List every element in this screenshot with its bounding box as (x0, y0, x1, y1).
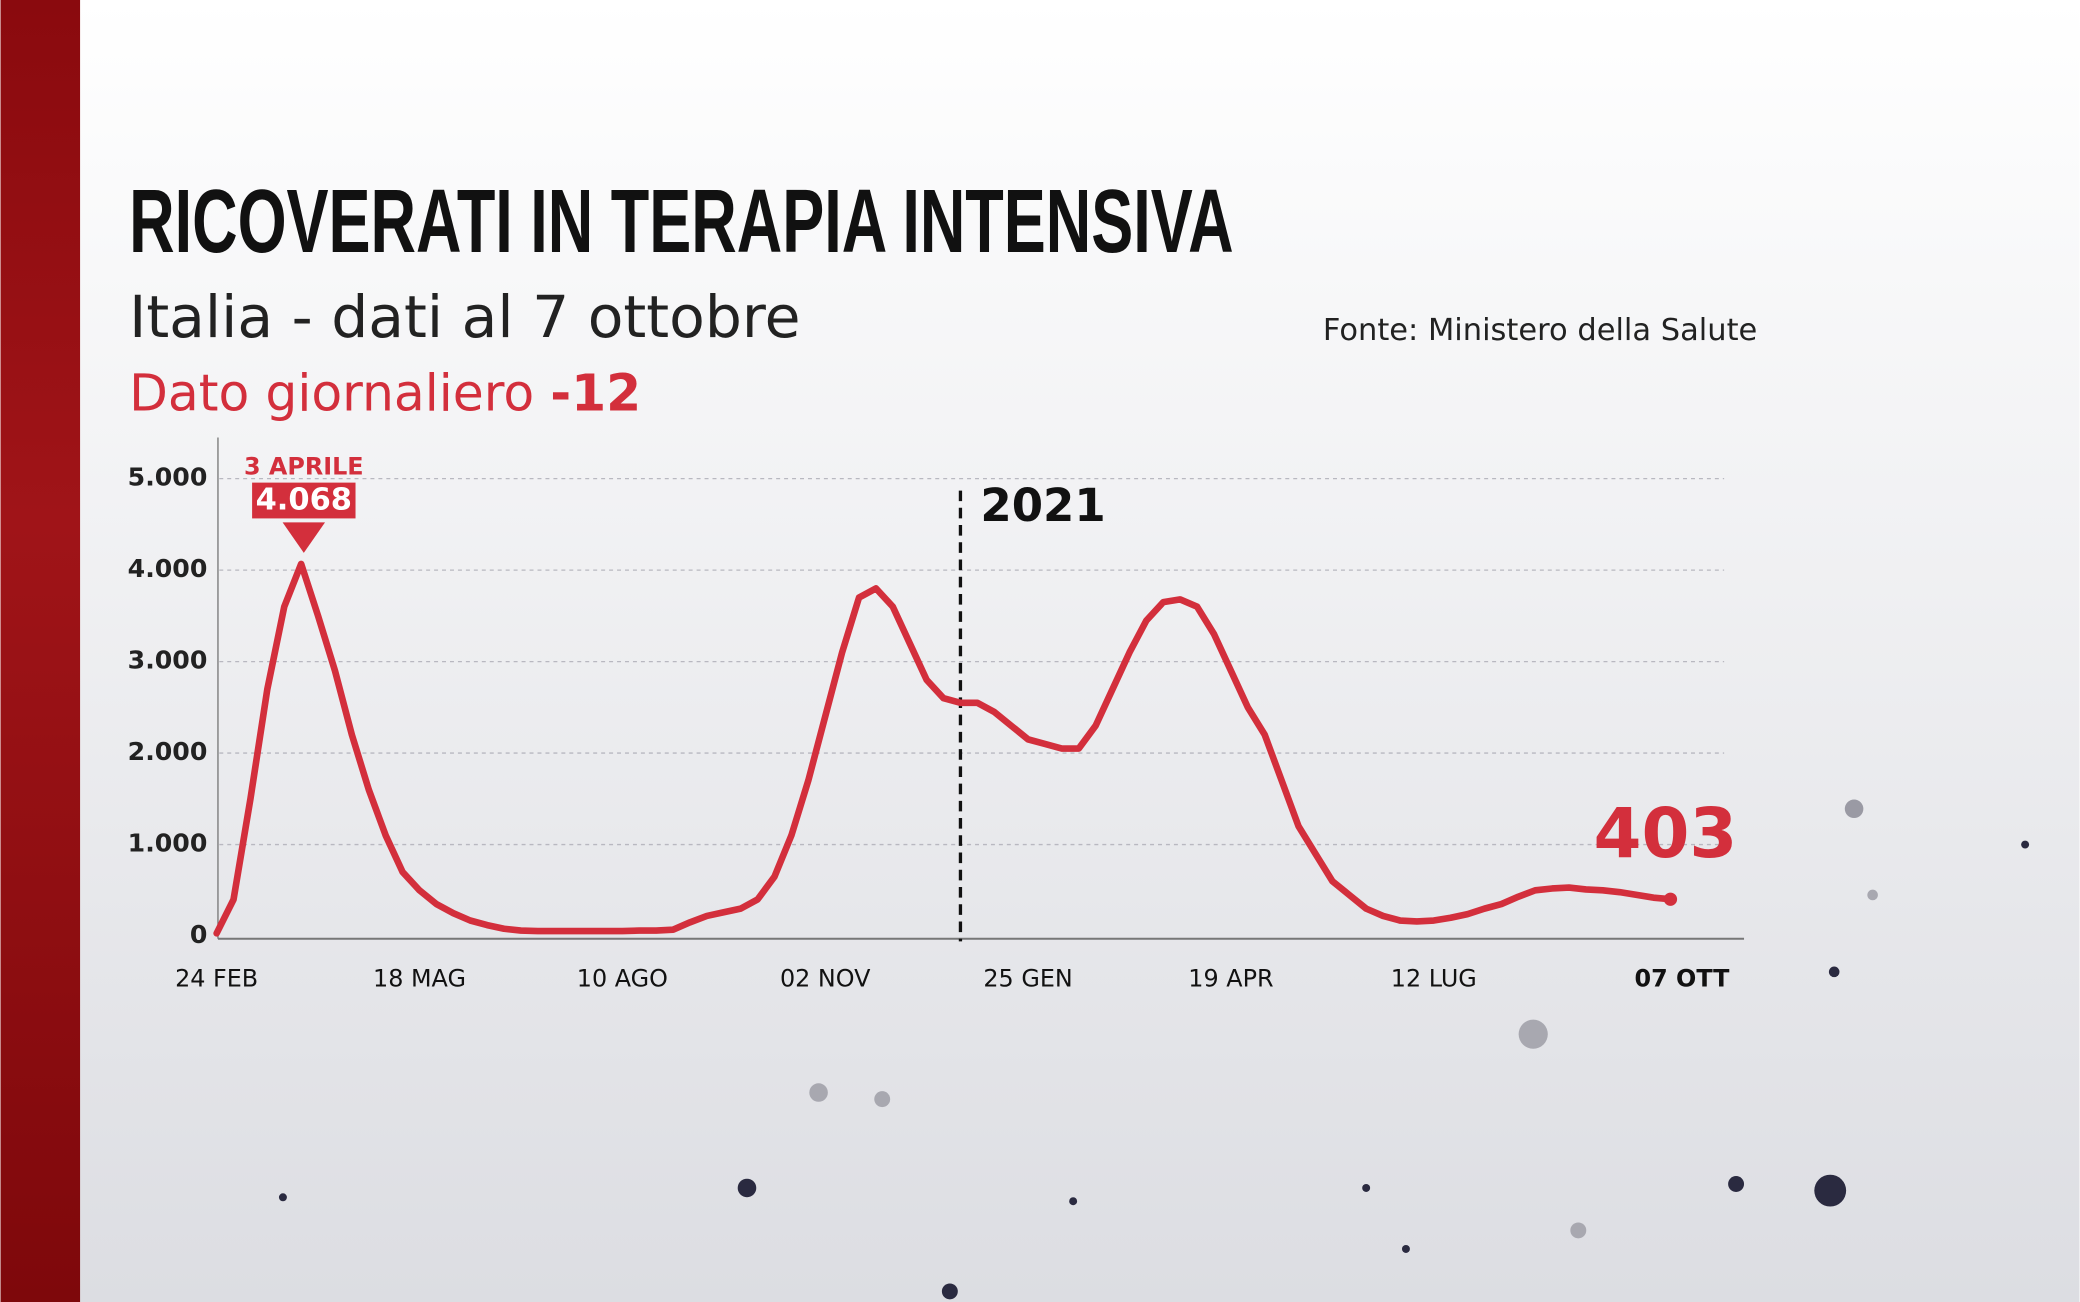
daily-value: -12 (550, 363, 641, 422)
y-tick-label: 4.000 (128, 554, 208, 583)
x-tick-label: 10 AGO (577, 964, 668, 992)
y-tick-label: 2.000 (128, 737, 208, 766)
decor-dots (278, 799, 2030, 1300)
source: Fonte: Ministero della Salute (1323, 313, 1757, 348)
y-tick-label: 0 (190, 920, 208, 949)
x-tick-label: 25 GEN (983, 964, 1072, 992)
x-tick-label: 24 FEB (175, 964, 258, 992)
daily-change: Dato giornaliero -12 (129, 363, 641, 422)
year-label: 2021 (980, 479, 1105, 532)
y-tick-label: 5.000 (128, 463, 208, 492)
daily-label: Dato giornaliero (129, 363, 534, 422)
peak-pointer (282, 522, 326, 553)
peak-box (252, 482, 356, 519)
chart-title: RICOVERATI IN TERAPIA INTENSIVA (129, 171, 1233, 272)
last-value-label: 403 (1593, 794, 1737, 874)
peak-value-label: 4.068 (256, 483, 352, 518)
x-tick-label: 07 OTT (1635, 964, 1731, 992)
peak-date: 3 APRILE (244, 453, 364, 481)
x-tick-label: 19 APR (1188, 964, 1273, 992)
data-line (213, 560, 1674, 937)
y-tick-label: 1.000 (128, 829, 208, 858)
x-tick-label: 12 LUG (1391, 964, 1477, 992)
y-tick-label: 3.000 (128, 646, 208, 675)
subtitle: Italia - dati al 7 ottobre (129, 283, 800, 351)
last-point (1663, 892, 1678, 906)
side-bar (0, 0, 81, 1302)
x-tick-label: 18 MAG (373, 964, 466, 992)
x-tick-label: 02 NOV (780, 964, 871, 992)
